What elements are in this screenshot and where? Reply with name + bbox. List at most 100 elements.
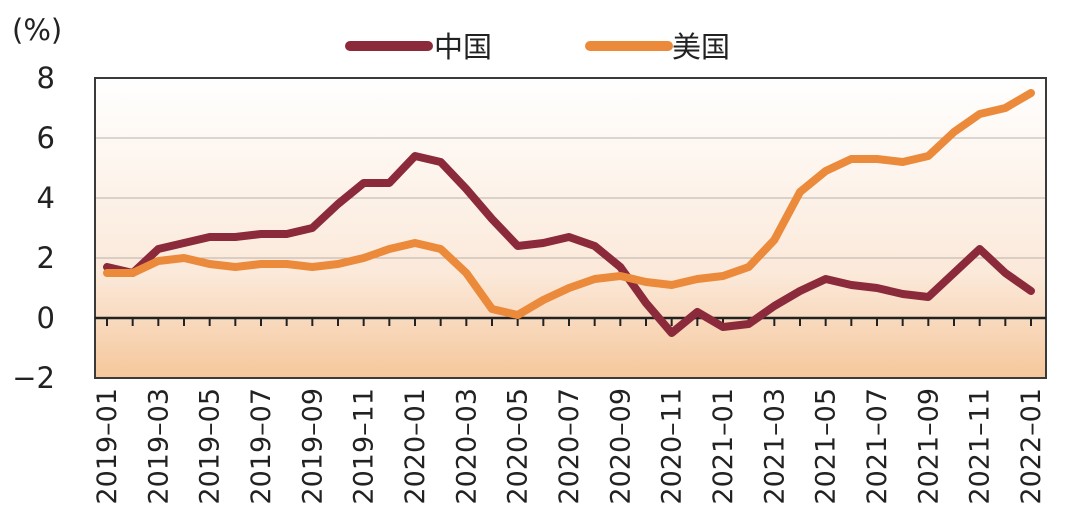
data-point-s0-16 [517,245,519,247]
series-lines [103,89,1035,337]
data-point-s0-26 [773,305,775,307]
data-point-s0-17 [542,242,544,244]
x-tick-label-13: 2021–03 [759,388,790,505]
data-point-s1-4 [209,263,211,265]
data-point-s1-10 [363,257,365,259]
x-tick-label-6: 2020–01 [400,388,431,505]
data-point-s1-14 [465,272,467,274]
plot-background [95,78,1046,378]
x-tick-label-2: 2019–05 [195,388,226,505]
x-tick-label-5: 2019–11 [349,388,380,505]
data-point-s0-29 [850,284,852,286]
data-point-s1-33 [953,131,955,133]
data-point-s0-36 [1030,290,1032,292]
x-tick-labels: 2019–01 2019–03 2019–05 2019–07 2019–09 2019–… [92,388,1047,505]
data-point-s0-23 [696,311,698,313]
data-point-s1-24 [722,275,724,277]
data-point-s0-7 [286,233,288,235]
data-point-s0-15 [491,218,493,220]
data-point-s0-8 [311,227,313,229]
data-point-s1-18 [568,287,570,289]
data-point-s0-4 [209,236,211,238]
data-point-s0-20 [619,266,621,268]
data-point-s1-34 [979,113,981,115]
y-tick-label-5: −2 [12,361,55,395]
data-point-s0-3 [183,242,185,244]
data-point-s1-26 [773,239,775,241]
x-tick-label-12: 2021–01 [708,388,739,505]
y-tick-label-3: 2 [37,241,55,275]
y-tick-label-1: 6 [37,121,55,155]
x-tick-label-14: 2021–05 [811,388,842,505]
data-point-s0-14 [465,188,467,190]
y-tick-label-0: 8 [37,61,55,95]
data-point-s1-13 [440,248,442,250]
data-point-s1-31 [902,161,904,163]
data-point-s1-0 [106,272,108,274]
x-tick-label-3: 2019–07 [246,388,277,505]
data-point-s1-30 [876,158,878,160]
x-tick-label-11: 2020–11 [657,388,688,505]
data-point-s0-24 [722,326,724,328]
data-point-s0-31 [902,293,904,295]
data-point-s1-5 [234,266,236,268]
data-point-s1-35 [1004,107,1006,109]
data-point-s0-35 [1004,272,1006,274]
grid-lines [95,137,1046,259]
data-point-s1-21 [645,281,647,283]
data-point-s0-6 [260,233,262,235]
data-point-s1-1 [132,272,134,274]
data-point-s1-16 [517,314,519,316]
data-point-s1-28 [825,170,827,172]
y-tick-labels: 8 6 4 2 0 −2 [12,61,55,395]
x-tick-label-7: 2020–03 [451,388,482,505]
data-point-s0-22 [671,332,673,334]
data-point-s1-17 [542,299,544,301]
data-point-s1-32 [927,155,929,157]
data-point-s0-9 [337,203,339,205]
data-point-s0-32 [927,296,929,298]
x-tick-label-0: 2019–01 [92,388,123,505]
data-point-s0-25 [748,323,750,325]
x-tick-label-1: 2019–03 [143,388,174,505]
x-tick-label-18: 2022–01 [1016,388,1047,505]
y-tick-label-4: 0 [37,301,55,335]
x-tick-label-4: 2019–09 [297,388,328,505]
data-point-s1-9 [337,263,339,265]
data-point-s1-7 [286,263,288,265]
data-point-s1-36 [1030,92,1032,94]
x-tick-label-9: 2020–07 [554,388,585,505]
data-point-s1-19 [594,278,596,280]
data-point-s0-28 [825,278,827,280]
legend-label-china: 中国 [434,30,492,64]
data-point-s0-18 [568,236,570,238]
data-point-s1-22 [671,284,673,286]
data-point-s1-25 [748,266,750,268]
x-tick-label-10: 2020–09 [605,388,636,505]
y-tick-label-2: 4 [37,181,55,215]
x-tick-label-8: 2020–05 [503,388,534,505]
data-point-s1-3 [183,257,185,259]
data-point-s0-12 [414,155,416,157]
data-point-s0-33 [953,272,955,274]
data-point-s0-2 [157,248,159,250]
data-point-s1-11 [388,248,390,250]
data-point-s0-0 [106,266,108,268]
legend-label-usa: 美国 [672,30,730,64]
data-point-s0-21 [645,302,647,304]
data-point-s0-34 [979,248,981,250]
x-tick-label-17: 2021–11 [965,388,996,505]
data-point-s1-15 [491,308,493,310]
data-point-s0-27 [799,290,801,292]
data-point-s1-23 [696,278,698,280]
data-point-s1-29 [850,158,852,160]
data-point-s1-2 [157,260,159,262]
data-point-s0-30 [876,287,878,289]
data-point-s0-11 [388,182,390,184]
data-point-s1-8 [311,266,313,268]
legend: 中国 美国 [345,30,730,64]
data-point-s0-19 [594,245,596,247]
x-tick-label-15: 2021–07 [862,388,893,505]
data-point-s0-5 [234,236,236,238]
